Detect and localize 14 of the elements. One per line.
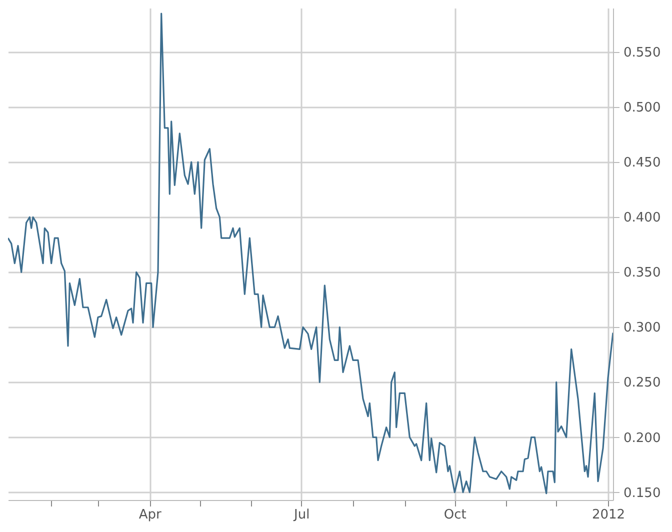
line-series (8, 12, 613, 494)
y-tick-label: 0.500 (624, 100, 661, 116)
x-tick-label: Jul (292, 508, 310, 522)
x-tick-label: 2012 (592, 508, 626, 522)
y-tick-label: 0.350 (624, 266, 661, 281)
y-tick-label: 0.550 (624, 46, 661, 61)
y-tick-label: 0.400 (624, 210, 661, 226)
y-tick-label: 0.200 (624, 430, 661, 446)
y-tick-label: 0.150 (624, 486, 661, 501)
y-tick-label: 0.300 (624, 320, 661, 336)
y-tick-label: 0.450 (624, 156, 661, 171)
y-tick-label: 0.250 (624, 376, 661, 391)
x-tick-label: Apr (138, 508, 162, 522)
x-tick-label: Oct (444, 508, 466, 522)
